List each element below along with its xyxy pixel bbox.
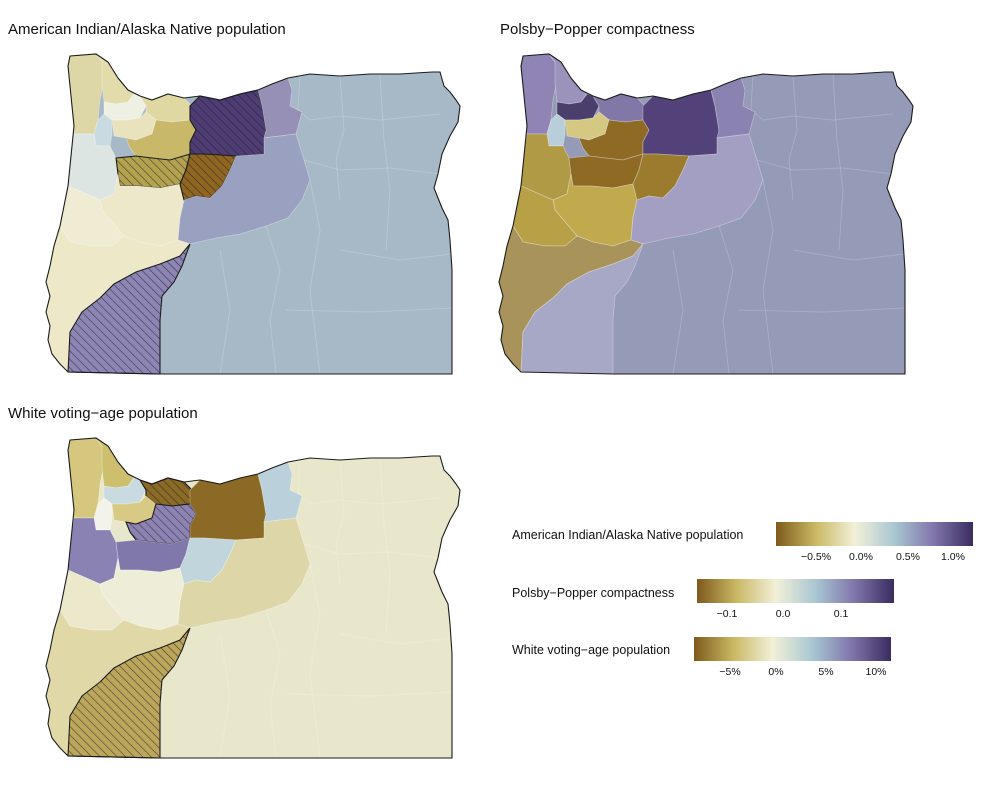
legend-tick: −0.1	[716, 608, 738, 620]
oregon-map-white-vap	[45, 437, 461, 759]
legend-tick: 10%	[865, 666, 887, 678]
precinct-line	[309, 179, 321, 375]
precinct-line	[672, 249, 684, 375]
district-salem-hatch	[115, 153, 191, 189]
precinct-line	[339, 633, 453, 645]
precinct-line	[335, 459, 345, 585]
precinct-line	[788, 75, 798, 201]
legend-colorbar-white-vap	[694, 637, 891, 661]
oregon-map-aian	[45, 53, 461, 375]
legend-tick: 0.5%	[896, 551, 920, 563]
district-douglas-hatch	[67, 243, 191, 375]
legend-label-aian: American Indian/Alaska Native population	[512, 528, 744, 542]
legend-colorbar-polsby-popper	[697, 579, 894, 603]
precinct-line	[219, 633, 231, 759]
precinct-line	[297, 73, 441, 121]
legend-tick: 0.0%	[849, 551, 873, 563]
precinct-line	[285, 307, 453, 313]
district-douglas-hatch	[67, 627, 191, 759]
state-outline	[498, 53, 914, 375]
district-central	[177, 133, 311, 245]
precinct-line	[738, 307, 906, 313]
panel-title-polsby-popper: Polsby−Popper compactness	[500, 21, 695, 38]
legend-tick: −0.5%	[800, 551, 832, 563]
legend-label-white-vap: White voting−age population	[512, 643, 671, 657]
precinct-line	[265, 609, 281, 759]
oregon-map-polsby-popper	[498, 53, 914, 375]
district-hood	[189, 473, 267, 541]
panel-title-white-vap: White voting−age population	[8, 405, 198, 422]
legend-tick: 0.0	[775, 608, 791, 620]
legend-colorbar-aian	[776, 522, 973, 546]
precinct-line	[762, 179, 774, 375]
precinct-line	[750, 73, 894, 121]
precinct-line	[285, 691, 453, 697]
precinct-line	[303, 543, 441, 559]
legend-label-polsby-popper: Polsby−Popper compactness	[512, 586, 675, 600]
precinct-line	[265, 225, 281, 375]
state-outline	[45, 437, 461, 759]
precinct-line	[309, 563, 321, 759]
legend-tick: 5%	[818, 666, 834, 678]
precinct-line	[297, 457, 441, 505]
district-douglas	[520, 243, 644, 375]
district-salem	[568, 153, 644, 189]
precinct-line	[303, 159, 441, 175]
legend-tick: 0%	[768, 666, 784, 678]
precinct-line	[379, 73, 391, 251]
precinct-line	[756, 159, 894, 175]
precinct-line	[379, 457, 391, 635]
precinct-line	[219, 249, 231, 375]
precinct-line	[832, 73, 844, 251]
district-hood	[642, 89, 720, 157]
district-central	[630, 133, 764, 245]
state-outline	[45, 53, 461, 375]
precinct-line	[792, 249, 906, 261]
precinct-line	[718, 225, 734, 375]
district-hood-hatch	[189, 89, 267, 157]
legend-tick: −5%	[719, 666, 741, 678]
legend-tick: 1.0%	[941, 551, 965, 563]
legend-tick: 0.1	[833, 608, 849, 620]
district-salem	[115, 537, 191, 573]
district-central	[177, 517, 311, 629]
precinct-line	[339, 249, 453, 261]
precinct-line	[335, 75, 345, 201]
panel-title-aian: American Indian/Alaska Native population	[8, 21, 286, 38]
